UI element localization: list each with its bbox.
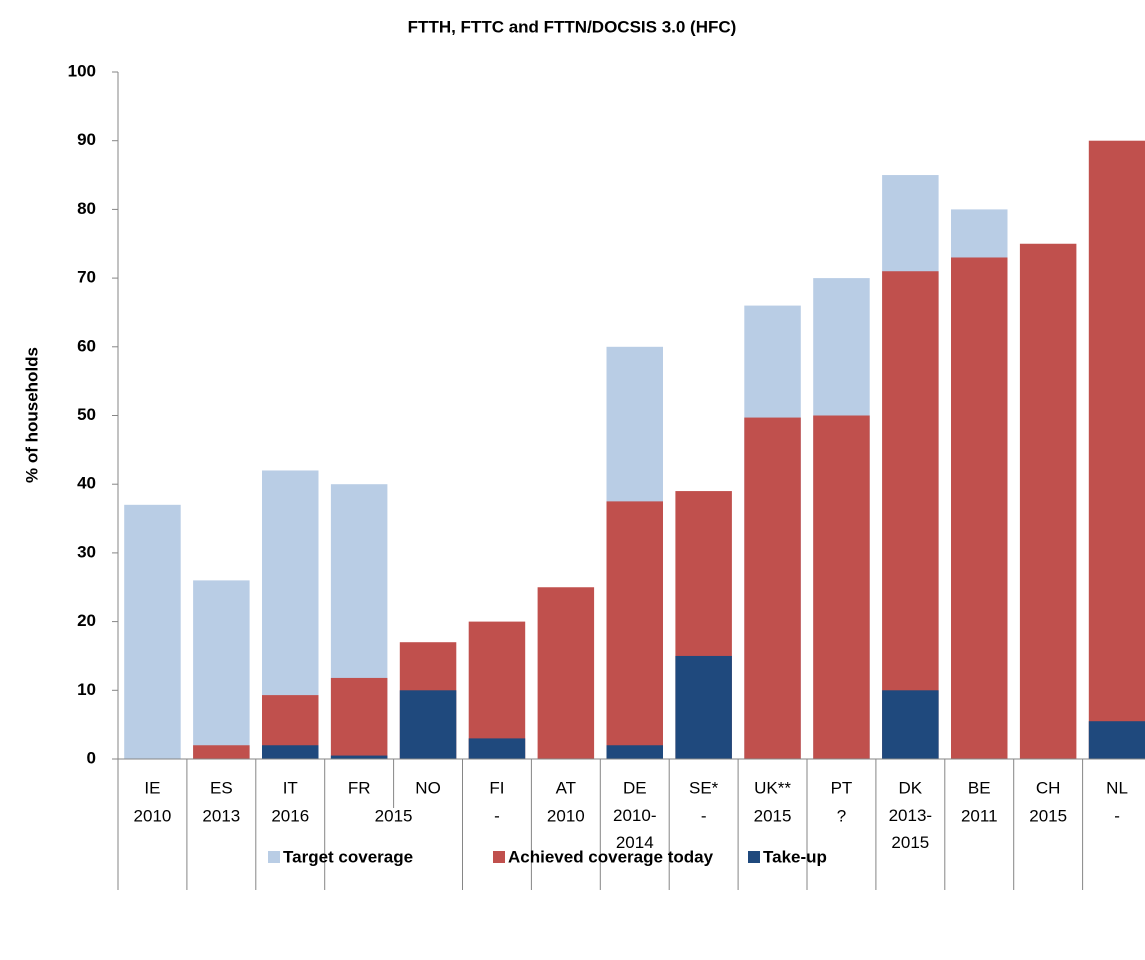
y-tick-label: 10	[77, 680, 96, 699]
x-tick-label: CH	[1036, 778, 1061, 797]
y-tick-label: 100	[68, 61, 96, 80]
x-tick-label: SE*	[689, 778, 719, 797]
chart-title: FTTH, FTTC and FTTN/DOCSIS 3.0 (HFC)	[408, 17, 737, 36]
bar	[606, 501, 663, 759]
bar	[193, 745, 250, 759]
legend-swatch	[748, 851, 760, 863]
year-label: 2015	[375, 806, 413, 825]
bar	[882, 690, 939, 759]
x-tick-label: PT	[831, 778, 853, 797]
x-tick-label: UK**	[754, 778, 791, 797]
x-tick-label: AT	[556, 778, 576, 797]
bar	[951, 257, 1008, 759]
year-label: -	[701, 806, 707, 825]
year-label: -	[494, 806, 500, 825]
bar	[1019, 243, 1077, 759]
legend-label: Achieved coverage today	[508, 847, 714, 866]
x-tick-label: IT	[283, 778, 298, 797]
year-label: 2013-2015	[889, 806, 932, 852]
year-label: 2010-2014	[613, 806, 656, 852]
y-tick-label: 50	[77, 405, 96, 424]
bar	[882, 271, 939, 759]
bar	[1088, 721, 1145, 759]
x-tick-label: NO	[415, 778, 441, 797]
x-tick-label: IE	[144, 778, 160, 797]
bar	[1088, 140, 1145, 759]
bar	[537, 587, 595, 759]
x-tick-label: DE	[623, 778, 647, 797]
x-tick-label: BE	[968, 778, 991, 797]
year-label: -	[1114, 806, 1120, 825]
x-tick-label: ES	[210, 778, 233, 797]
legend-label: Target coverage	[283, 847, 413, 866]
y-tick-label: 30	[77, 542, 96, 561]
year-label: 2010	[547, 806, 585, 825]
legend-label: Take-up	[763, 847, 827, 866]
y-tick-label: 90	[77, 130, 96, 149]
legend-swatch	[493, 851, 505, 863]
bar	[744, 417, 801, 759]
x-tick-label: FR	[348, 778, 371, 797]
bar	[675, 655, 732, 759]
bar	[193, 580, 250, 759]
year-label: 2016	[271, 806, 309, 825]
bar	[330, 755, 388, 759]
y-tick-label: 70	[77, 268, 96, 287]
bar	[813, 415, 870, 759]
year-label: 2010	[134, 806, 172, 825]
bar	[468, 621, 526, 759]
y-tick-label: 80	[77, 199, 96, 218]
y-tick-label: 60	[77, 336, 96, 355]
bar	[330, 677, 388, 759]
x-tick-label: NL	[1106, 778, 1128, 797]
x-tick-label: FI	[489, 778, 504, 797]
bar	[468, 738, 526, 759]
year-label: 2011	[961, 806, 998, 825]
year-label: 2015	[1029, 806, 1067, 825]
y-tick-label: 20	[77, 611, 96, 630]
x-tick-label: DK	[899, 778, 923, 797]
bar	[606, 745, 663, 759]
bar	[399, 690, 457, 759]
year-label: ?	[837, 806, 846, 825]
y-tick-label: 40	[77, 474, 96, 493]
y-tick-label: 0	[87, 748, 96, 767]
year-label: 2015	[754, 806, 792, 825]
bar	[262, 745, 319, 759]
legend-swatch	[268, 851, 280, 863]
y-axis-label: % of households	[22, 347, 41, 483]
bar	[124, 504, 181, 759]
year-label: 2013	[202, 806, 240, 825]
